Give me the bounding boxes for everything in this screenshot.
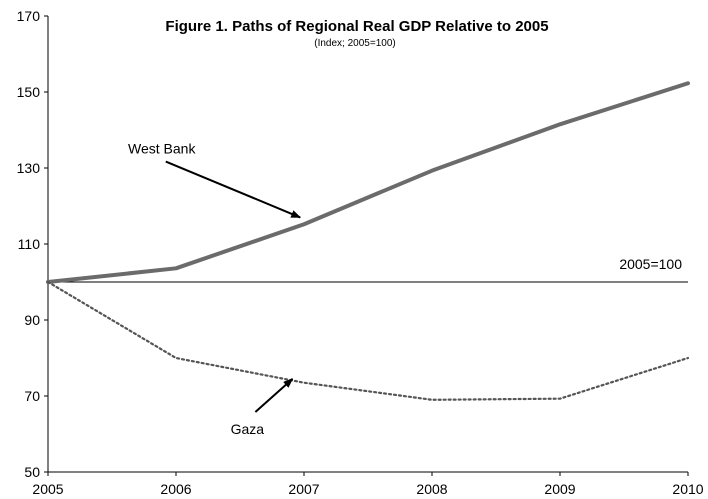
x-tick-label: 2009	[544, 481, 575, 497]
chart-title: Figure 1. Paths of Regional Real GDP Rel…	[165, 18, 548, 35]
y-tick-label: 90	[24, 312, 40, 328]
y-tick-label: 70	[24, 388, 40, 404]
reference-line-label: 2005=100	[619, 256, 682, 272]
annotation-arrow	[254, 378, 294, 413]
x-tick-label: 2007	[288, 481, 319, 497]
x-tick-label: 2010	[672, 481, 703, 497]
y-axis-ticks: 50 70 90 110 130 150 170	[17, 8, 48, 480]
y-tick-label: 130	[17, 160, 41, 176]
y-tick-label: 170	[17, 8, 41, 24]
annotation-label: West Bank	[128, 141, 196, 157]
y-tick-label: 110	[18, 236, 41, 252]
series-line-west-bank	[46, 81, 690, 284]
y-tick-label: 50	[24, 464, 40, 480]
y-tick-label: 150	[17, 84, 41, 100]
series-line-gaza	[46, 280, 690, 401]
x-axis-ticks: 2005 2006 2007 2008 2009 2010	[32, 472, 704, 497]
annotation-group: West Bank Gaza	[128, 141, 302, 437]
x-tick-label: 2005	[32, 481, 63, 497]
x-tick-label: 2008	[416, 481, 447, 497]
annotation-label: Gaza	[231, 421, 265, 437]
x-tick-label: 2006	[160, 481, 191, 497]
series-group	[46, 81, 690, 401]
chart-subtitle: (Index; 2005=100)	[314, 38, 395, 49]
annotation-arrow	[165, 160, 302, 219]
